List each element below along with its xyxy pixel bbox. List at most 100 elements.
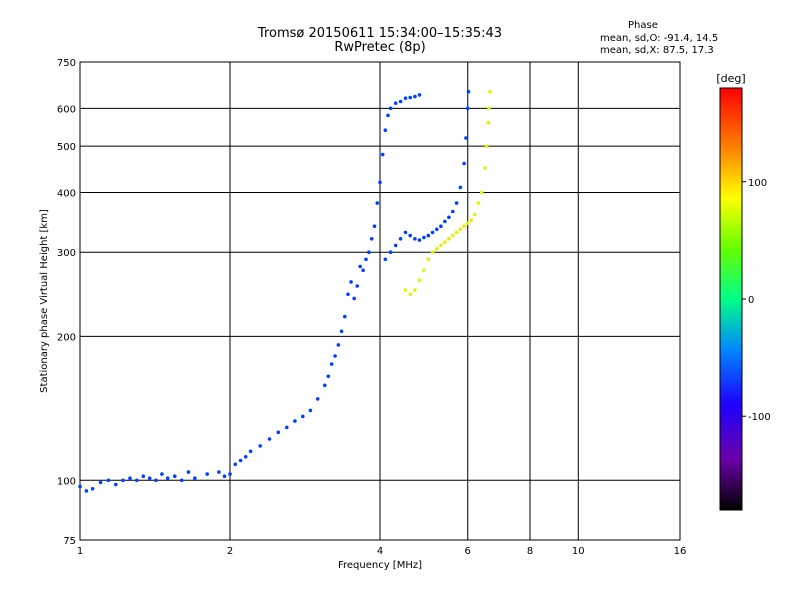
o-mode-point: [413, 94, 417, 99]
o-mode-point: [417, 238, 422, 242]
o-mode-point: [466, 89, 471, 94]
o-mode-point: [228, 472, 232, 476]
o-mode-point: [243, 455, 248, 459]
x-mode-point: [458, 227, 463, 232]
y-tick-label: 300: [57, 248, 76, 259]
o-mode-point: [154, 478, 158, 483]
x-tick-label: 8: [527, 546, 533, 557]
o-mode-point: [78, 484, 82, 489]
x-mode-point: [486, 120, 491, 125]
o-mode-point: [462, 161, 466, 166]
x-tick-label: 2: [227, 546, 233, 557]
o-mode-point: [315, 397, 320, 401]
o-mode-point: [408, 233, 413, 238]
x-tick-label: 10: [572, 546, 585, 557]
x-mode-point: [469, 218, 474, 222]
o-mode-point: [293, 419, 297, 423]
o-mode-point: [393, 243, 398, 248]
o-mode-point: [90, 487, 95, 491]
x-tick-label: 16: [674, 546, 687, 557]
x-mode-point: [435, 247, 439, 251]
o-mode-point: [98, 480, 103, 485]
x-mode-point: [447, 237, 451, 241]
x-mode-point: [473, 212, 477, 217]
o-mode-point: [248, 449, 253, 454]
o-mode-point: [160, 472, 164, 476]
o-mode-point: [343, 314, 347, 319]
o-mode-point: [386, 113, 390, 118]
o-mode-point: [205, 472, 209, 476]
o-mode-point: [380, 152, 385, 157]
colorbar: [719, 87, 743, 511]
o-mode-point: [403, 230, 408, 235]
o-mode-point: [454, 201, 459, 205]
x-mode-point: [439, 243, 443, 248]
x-mode-point: [465, 221, 470, 225]
x-mode-point: [483, 166, 487, 170]
o-mode-point: [186, 470, 191, 474]
x-mode-point: [430, 250, 435, 254]
o-mode-point: [346, 292, 350, 297]
o-mode-point: [84, 489, 89, 493]
o-mode-point: [443, 219, 447, 224]
o-mode-point: [417, 93, 422, 97]
x-mode-point: [426, 257, 431, 262]
y-tick-label: 600: [57, 104, 76, 115]
o-mode-point: [114, 482, 118, 487]
o-mode-point: [336, 343, 341, 347]
o-mode-point: [106, 478, 111, 483]
y-tick-label: 500: [57, 142, 76, 153]
y-axis-label: Stationary phase Virtual Height [km]: [39, 209, 50, 393]
x-mode-point: [488, 89, 492, 94]
x-mode-point: [479, 190, 484, 195]
o-mode-point: [375, 201, 380, 205]
o-mode-point: [372, 224, 377, 228]
o-mode-point: [301, 414, 305, 419]
o-mode-point: [276, 430, 281, 435]
x-tick-label: 1: [77, 546, 83, 557]
o-mode-point: [339, 329, 344, 334]
o-mode-point: [398, 99, 403, 104]
o-mode-point: [383, 257, 388, 262]
chart-title: Tromsø 20150611 15:34:00–15:35:43: [257, 26, 503, 41]
y-tick-label: 200: [57, 332, 76, 343]
o-mode-point: [426, 233, 431, 238]
o-mode-point: [222, 474, 227, 479]
x-mode-point: [417, 278, 422, 283]
x-mode-point: [403, 288, 408, 292]
phase-title: Phase: [628, 20, 658, 31]
o-mode-point: [369, 237, 374, 241]
colorbar-label: [deg]: [716, 72, 745, 85]
o-mode-point: [147, 476, 152, 481]
o-mode-point: [355, 284, 360, 288]
o-mode-point: [364, 257, 368, 262]
o-mode-point: [388, 106, 393, 111]
o-mode-point: [135, 478, 139, 483]
phase-stat-o: mean, sd,O: -91.4, 14.5: [600, 33, 719, 44]
x-mode-point: [422, 268, 426, 273]
x-tick-label: 4: [377, 546, 383, 557]
o-mode-point: [238, 458, 243, 463]
o-mode-point: [367, 250, 371, 254]
y-tick-label: 100: [57, 476, 76, 487]
o-mode-point: [393, 101, 398, 105]
colorbar-tick-label: 0: [748, 295, 754, 306]
x-mode-point: [484, 144, 489, 148]
o-mode-point: [439, 224, 443, 228]
o-mode-point: [451, 209, 455, 214]
o-mode-point: [179, 478, 184, 483]
o-mode-point: [326, 374, 331, 379]
o-mode-point: [435, 227, 439, 232]
o-mode-point: [465, 106, 470, 111]
o-mode-point: [193, 476, 197, 481]
o-mode-point: [349, 280, 353, 284]
o-mode-point: [121, 478, 125, 483]
o-mode-point: [323, 383, 327, 388]
y-tick-label: 750: [57, 58, 76, 69]
o-mode-point: [361, 268, 365, 273]
o-mode-point: [388, 250, 393, 254]
o-mode-point: [258, 444, 263, 448]
x-mode-point: [443, 240, 447, 244]
x-mode-point: [451, 233, 455, 238]
